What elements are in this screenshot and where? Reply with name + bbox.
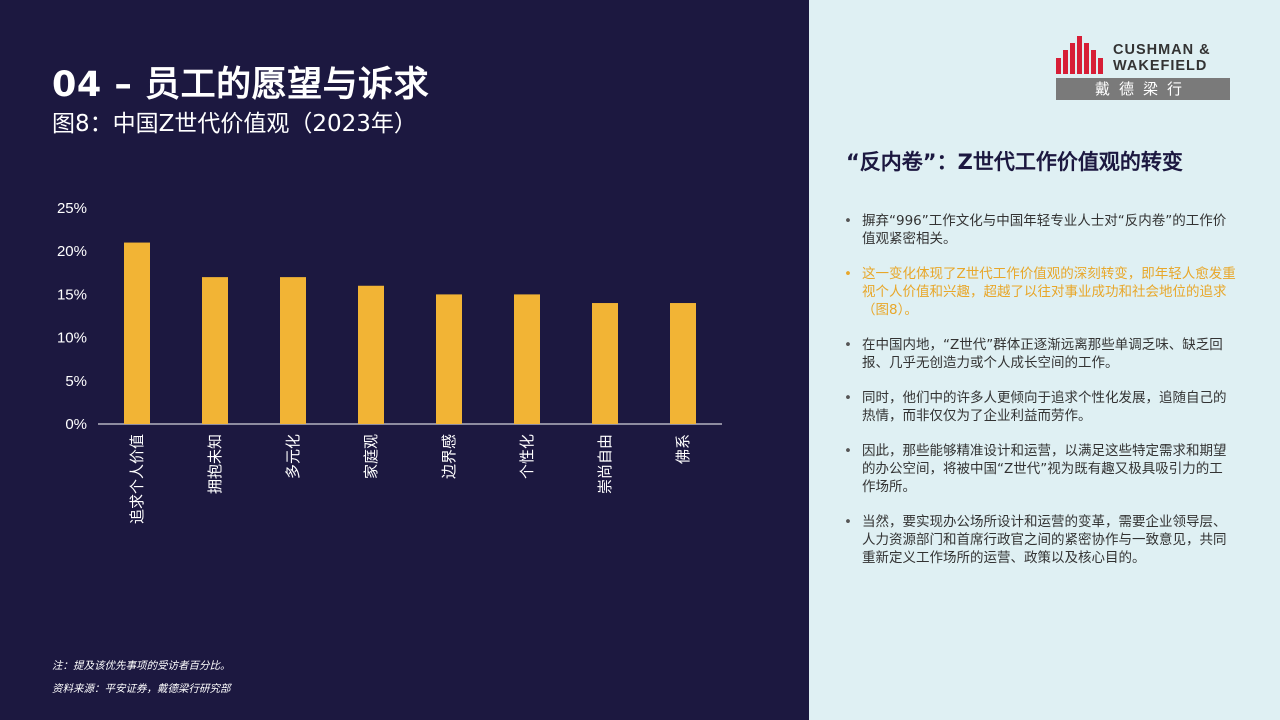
y-tick-label: 15% [57,286,87,303]
bullet-item: 在中国内地，“Z世代”群体正逐渐远离那些单调乏味、缺乏回报、几乎无创造力或个人成… [844,336,1236,372]
y-tick-label: 0% [65,416,87,433]
y-tick-label: 20% [57,243,87,260]
logo-chinese-name: 戴德梁行 [1056,78,1230,100]
page-title: 04 – 员工的愿望与诉求 [52,65,430,105]
cushman-wakefield-logo: CUSHMAN & WAKEFIELD 戴德梁行 [1056,34,1236,102]
logo-wordmark-line2: WAKEFIELD [1113,58,1208,74]
bar [514,294,540,424]
x-tick-label: 崇尚自由 [596,434,614,494]
bar-chart: 0% 5% 10% 15% 20% 25% 追求个人价值 拥抱未知 多元化 家庭观 边界感 个性化 崇尚… [57,200,722,524]
bullet-item: 当然，要实现办公场所设计和运营的变革，需要企业领导层、人力资源部门和首席行政官之… [844,513,1236,567]
bullet-item: 因此，那些能够精准设计和运营，以满足这些特定需求和期望的办公空间，将被中国“Z世… [844,442,1236,496]
bullet-list: 摒弃“996”工作文化与中国年轻专业人士对“反内卷”的工作价值观紧密相关。 这一… [844,212,1236,584]
chart-note: 注：提及该优先事项的受访者百分比。 [52,660,231,672]
left-panel: 04 – 员工的愿望与诉求 图8：中国Z世代价值观（2023年） 0% 5% 10%… [0,0,809,720]
y-tick-label: 5% [65,373,87,390]
logo-wordmark-line1: CUSHMAN & [1113,42,1211,58]
x-tick-label: 拥抱未知 [206,434,224,494]
figure-subtitle: 图8：中国Z世代价值观（2023年） [52,111,417,137]
building-logo-icon [1056,36,1103,74]
bar [670,303,696,424]
bar [202,277,228,424]
x-tick-label: 家庭观 [362,434,380,479]
panel-heading: “反内卷”：Z世代工作价值观的转变 [846,150,1183,174]
bullet-item: 同时，他们中的许多人更倾向于追求个性化发展，追随自己的热情，而非仅仅为了企业利益… [844,389,1236,425]
x-tick-label: 追求个人价值 [128,434,146,524]
x-tick-label: 边界感 [440,434,458,479]
bullet-item: 摒弃“996”工作文化与中国年轻专业人士对“反内卷”的工作价值观紧密相关。 [844,212,1236,248]
bar [358,285,384,424]
y-tick-label: 10% [57,330,87,347]
bar [280,277,306,424]
x-tick-label: 佛系 [674,434,692,464]
x-tick-label: 个性化 [518,434,536,479]
bullet-item-highlighted: 这一变化体现了Z世代工作价值观的深刻转变，即年轻人愈发重视个人价值和兴趣，超越了… [844,265,1236,319]
y-tick-label: 25% [57,200,87,217]
x-tick-label: 多元化 [284,434,302,479]
bar [124,242,150,424]
bar [592,303,618,424]
chart-source: 资料来源：平安证券，戴德梁行研究部 [52,683,231,695]
bar [436,294,462,424]
